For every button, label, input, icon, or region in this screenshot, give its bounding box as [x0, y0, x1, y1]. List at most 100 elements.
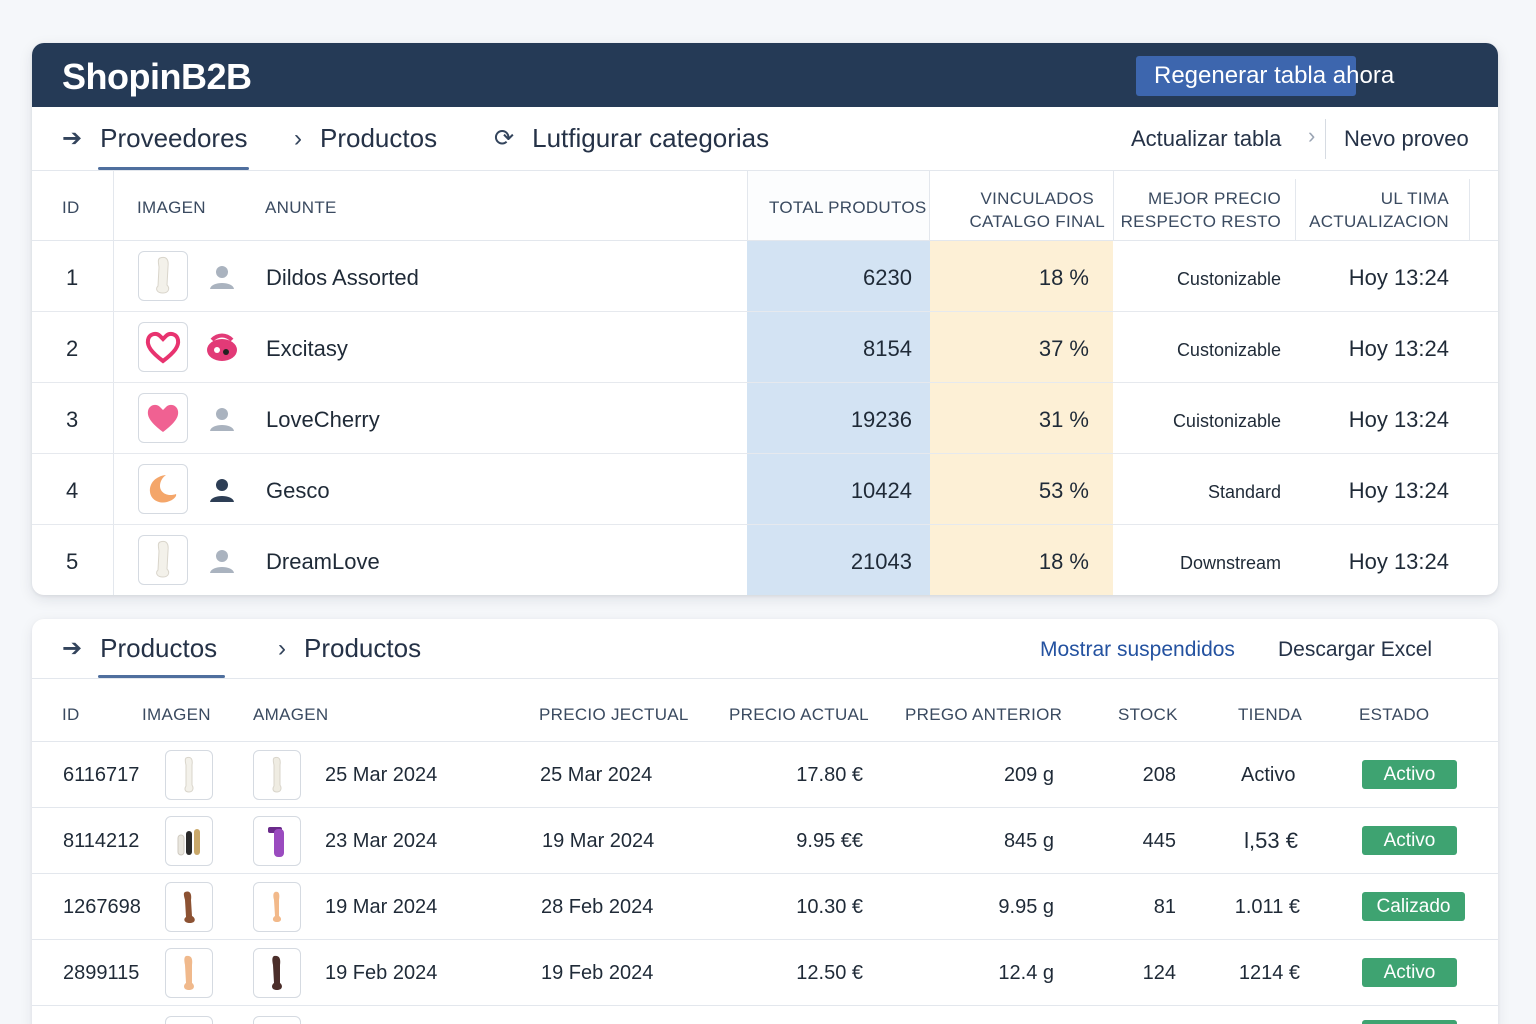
date-updated: 19 Feb 2024 — [541, 962, 654, 984]
purple-product-icon — [253, 816, 301, 866]
table-row[interactable]: 2 Excitasy 8154 37 % Custonizable Hoy 13… — [32, 312, 1498, 383]
table-row[interactable]: 1267698 19 Mar 2024 28 Feb 2024 10.30 € … — [32, 874, 1498, 940]
header-mejor-precio-line2: RESPECTO RESTO — [1120, 212, 1281, 231]
products-nav: ➔ Productos › Productos Mostrar suspendi… — [32, 619, 1498, 679]
supplier-name[interactable]: Dildos Assorted — [266, 265, 419, 290]
total-products: 10424 — [850, 478, 912, 503]
vinc-cell-bg — [930, 383, 1113, 453]
suppliers-table: ID IMAGEN ANUNTE TOTAL PRODUTOS VINCULAD… — [32, 171, 1498, 595]
product-thumbnail — [165, 1016, 213, 1024]
row-id: 3 — [66, 407, 79, 432]
date-updated: 25 Mar 2024 — [540, 764, 653, 786]
table-row[interactable]: 5 DreamLove 21043 18 % Downstream Hoy 13… — [32, 525, 1498, 595]
total-cell-bg — [747, 525, 930, 595]
tab-productos[interactable]: › Productos — [294, 123, 437, 154]
prego-anterior: 845 g — [1003, 830, 1054, 852]
download-excel-button[interactable]: Descargar Excel — [1278, 638, 1433, 661]
vinc-cell-bg — [930, 454, 1113, 524]
column-divider — [113, 312, 114, 382]
chevron-right-icon: › — [294, 124, 302, 152]
show-suspended-link[interactable]: Mostrar suspendidos — [1040, 638, 1235, 661]
product-id: 6116717 — [63, 764, 140, 786]
top-bar: ShopinB2B Regenerar tabla ahora — [32, 43, 1498, 107]
tab-productos-secondary[interactable]: › Productos — [278, 633, 421, 664]
total-products: 6230 — [863, 265, 912, 290]
new-supplier-link[interactable]: Nevo proveo — [1344, 126, 1469, 151]
header-estado[interactable]: ESTADO — [1359, 705, 1430, 724]
tienda: 1.011 € — [1234, 896, 1300, 918]
ultima-actualizacion: Hoy 13:24 — [1348, 549, 1449, 574]
regenerate-table-label[interactable]: Regenerar tabla ahora — [1154, 62, 1395, 89]
products-panel: ➔ Productos › Productos Mostrar suspendi… — [32, 619, 1498, 1024]
supplier-name[interactable]: Gesco — [266, 478, 330, 503]
table-header: ID IMAGEN ANUNTE TOTAL PRODUTOS VINCULAD… — [32, 171, 1498, 241]
tienda: 1214 € — [1238, 962, 1300, 984]
header-tienda[interactable]: TIENDA — [1238, 705, 1303, 724]
refresh-icon: ⟳ — [494, 125, 515, 152]
date-added: 25 Mar 2024 — [325, 764, 438, 786]
precio-actual: 10.30 € — [796, 896, 863, 918]
column-divider — [1295, 179, 1296, 240]
precio-actual: 17.80 € — [796, 764, 863, 786]
status-badge: Activo — [1362, 826, 1457, 855]
table-row[interactable]: 1 Dildos Assorted 6230 18 % Custonizable… — [32, 241, 1498, 312]
header-id[interactable]: ID — [62, 705, 80, 724]
mejor-precio: Cuistonizable — [1172, 411, 1281, 431]
header-ultima-actualizacion[interactable]: UL TIMA ACTUALIZACION — [1309, 187, 1449, 233]
prego-anterior: 12.4 g — [998, 962, 1054, 984]
column-divider — [1113, 171, 1114, 240]
tab-proveedores[interactable]: ➔ Proveedores — [62, 123, 248, 154]
stock: 124 — [1142, 962, 1176, 984]
header-stock[interactable]: STOCK — [1118, 705, 1178, 724]
table-row[interactable] — [32, 1006, 1498, 1024]
table-row[interactable]: 2899115 19 Feb 2024 19 Feb 2024 12.50 € … — [32, 940, 1498, 1006]
supplier-name[interactable]: LoveCherry — [266, 407, 380, 432]
supplier-name[interactable]: DreamLove — [266, 549, 380, 574]
status-badge: Activo — [1362, 760, 1457, 789]
header-precio-actual[interactable]: PRECIO ACTUAL — [729, 705, 869, 724]
tab-productos-main-label: Productos — [100, 633, 218, 663]
product-id: 8114212 — [63, 830, 140, 852]
regenerate-table-button[interactable] — [1136, 56, 1356, 96]
header-imagen[interactable]: IMAGEN — [137, 198, 206, 217]
total-products: 8154 — [863, 336, 912, 361]
column-divider — [113, 383, 114, 453]
chevron-right-icon: › — [278, 634, 286, 662]
white-product-icon — [138, 535, 188, 585]
total-cell-bg — [747, 241, 930, 311]
header-imagen[interactable]: IMAGEN — [142, 705, 211, 724]
tab-configurar-categorias[interactable]: ⟳ Lutfigurar categorias — [494, 123, 769, 154]
header-amagen[interactable]: AMAGEN — [253, 705, 329, 724]
vinc-cell-bg — [930, 525, 1113, 595]
user-grey-icon — [208, 547, 236, 580]
table-row[interactable]: 8114212 23 Mar 2024 19 Mar 2024 9.95 €€ … — [32, 808, 1498, 874]
table-row[interactable]: 4 Gesco 10424 53 % Standard Hoy 13:24 — [32, 454, 1498, 525]
header-prego-anterior[interactable]: PREGO ANTERIOR — [905, 705, 1063, 724]
mejor-precio: Custonizable — [1176, 269, 1281, 289]
update-table-link[interactable]: Actualizar tabla — [1131, 126, 1282, 151]
prego-anterior: 9.95 g — [998, 896, 1054, 918]
suppliers-panel: ShopinB2B Regenerar tabla ahora ➔ Provee… — [32, 43, 1498, 595]
total-cell-bg — [747, 312, 930, 382]
stock: 81 — [1153, 896, 1176, 918]
user-grey-icon — [208, 263, 236, 296]
status-badge: Calizado — [1362, 892, 1465, 921]
white-product-icon — [138, 251, 188, 301]
total-cell-bg — [747, 454, 930, 524]
header-precio-jectual[interactable]: PRECIO JECTUAL — [539, 705, 689, 724]
brown-product-icon — [165, 882, 213, 932]
total-products: 19236 — [850, 407, 912, 432]
precio-actual: 9.95 €€ — [796, 830, 863, 852]
tan-product-icon — [253, 882, 301, 932]
table-row[interactable]: 3 LoveCherry 19236 31 % Cuistonizable Ho… — [32, 383, 1498, 454]
table-row[interactable]: 6116717 25 Mar 2024 25 Mar 2024 17.80 € … — [32, 742, 1498, 808]
header-id[interactable]: ID — [62, 198, 80, 217]
header-total-produtos[interactable]: TOTAL PRODUTOS — [769, 198, 927, 217]
header-mejor-precio[interactable]: MEJOR PRECIO RESPECTO RESTO — [1121, 187, 1281, 233]
header-vinculados[interactable]: VINCULADOS CATALGO FINAL — [969, 187, 1105, 233]
supplier-name[interactable]: Excitasy — [266, 336, 348, 361]
header-anunte[interactable]: ANUNTE — [265, 198, 337, 217]
tab-productos-main[interactable]: ➔ Productos — [62, 633, 217, 664]
dark-product-icon — [253, 948, 301, 998]
header-vinculados-line1: VINCULADOS — [980, 189, 1094, 208]
